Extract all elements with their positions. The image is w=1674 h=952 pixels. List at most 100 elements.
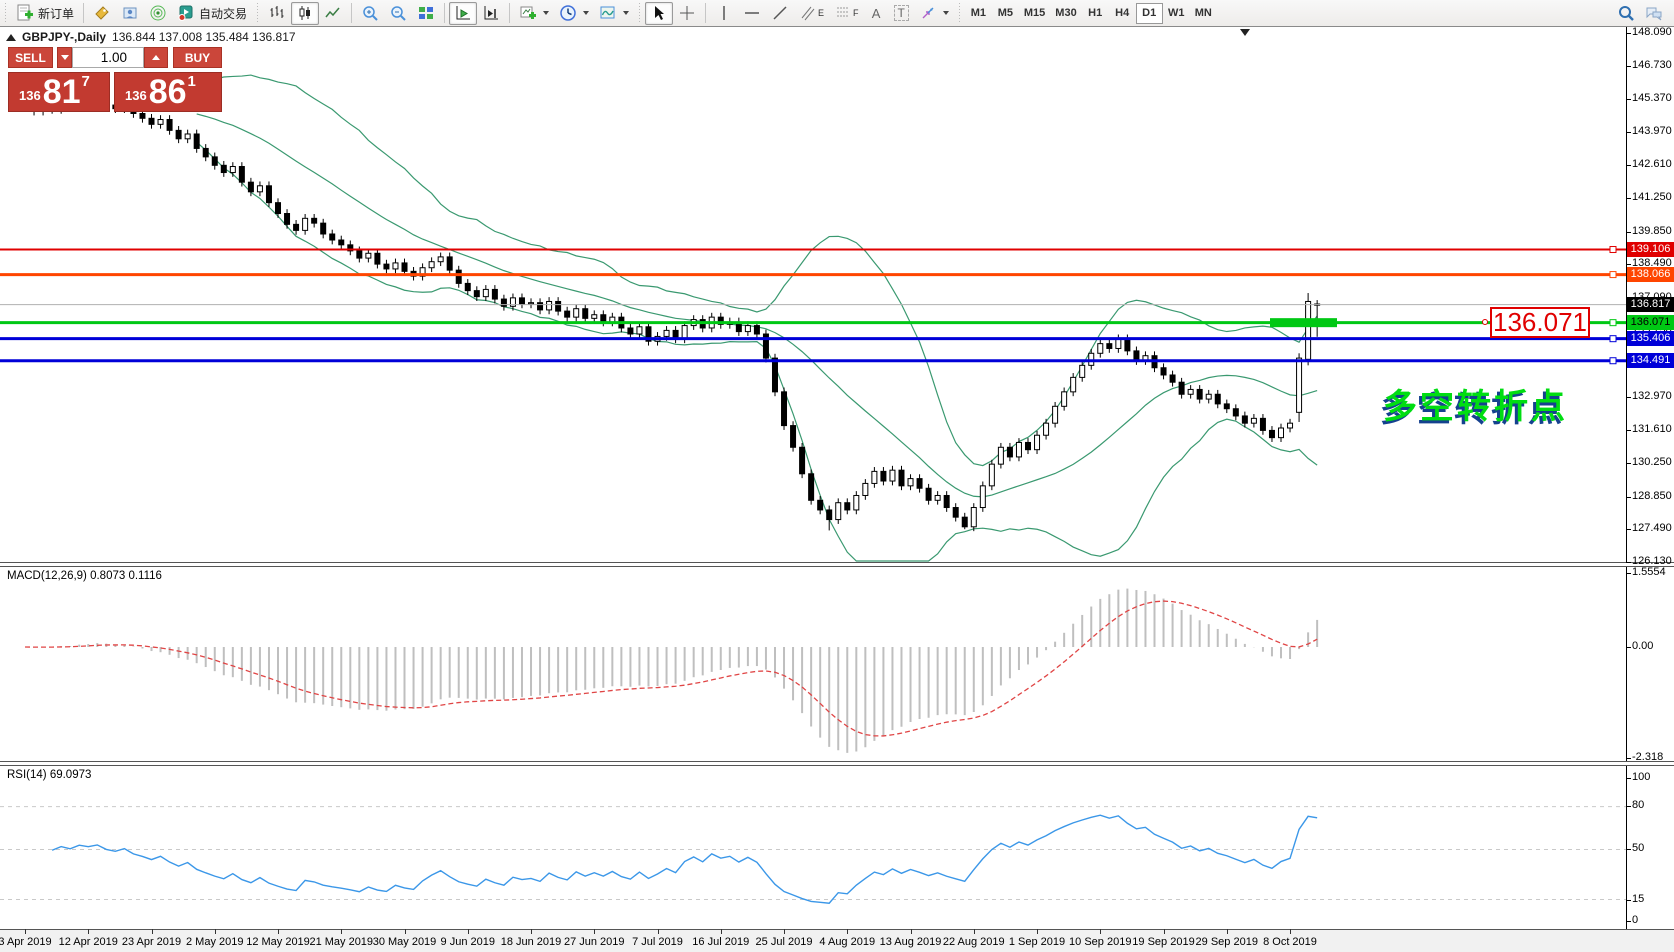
timeframe-button-m1[interactable]: M1 xyxy=(970,7,987,19)
date-tick-mark xyxy=(341,929,343,934)
tile-windows-button[interactable] xyxy=(412,2,440,25)
market-watch-button[interactable] xyxy=(88,2,116,25)
date-tick-mark xyxy=(910,929,912,934)
candles-chart-icon xyxy=(299,6,311,20)
rsi-scale-label: 80 xyxy=(1632,799,1645,811)
buy-price-panel[interactable]: 136 86 1 xyxy=(114,72,222,112)
date-tick-mark xyxy=(151,929,153,934)
new-order-button[interactable]: 新订单 xyxy=(11,2,79,25)
vertical-line-button[interactable] xyxy=(710,2,738,25)
data-window-button[interactable] xyxy=(116,2,144,25)
date-tick-label: 22 Aug 2019 xyxy=(942,936,1005,948)
search-button[interactable] xyxy=(1612,2,1640,25)
toolbar-grip[interactable] xyxy=(637,3,643,23)
date-tick-label: 21 May 2019 xyxy=(309,936,374,948)
date-tick-label: 18 Jun 2019 xyxy=(500,936,562,948)
date-tick-label: 13 Aug 2019 xyxy=(879,936,942,948)
fibonacci-button[interactable]: F xyxy=(829,2,864,25)
rsi-pane-splitter[interactable] xyxy=(0,761,1674,766)
date-tick-label: 30 May 2019 xyxy=(372,936,437,948)
volume-increase-button[interactable] xyxy=(144,47,168,68)
dropdown-caret-icon xyxy=(543,11,550,15)
cursor-button[interactable] xyxy=(645,1,674,25)
buy-button[interactable]: BUY xyxy=(173,47,222,68)
macd-scale-label: -2.318 xyxy=(1632,751,1664,763)
channel-button[interactable]: E xyxy=(794,2,829,25)
timeframe-button-h4[interactable]: H4 xyxy=(1115,7,1130,19)
price-tick-label: 138.490 xyxy=(1632,257,1672,270)
timeframe-button-m15[interactable]: M15 xyxy=(1023,7,1046,19)
label-tool-glyph: T xyxy=(893,5,909,21)
volume-decrease-button[interactable] xyxy=(57,47,72,68)
rsi-scale-label: 15 xyxy=(1632,893,1645,905)
horizontal-level-lines[interactable] xyxy=(0,246,1626,365)
auto-scroll-button[interactable] xyxy=(449,1,478,25)
horizontal-line-icon xyxy=(745,12,760,14)
date-tick-mark xyxy=(1226,929,1228,934)
templates-button[interactable] xyxy=(594,2,634,25)
toolbar-grip[interactable] xyxy=(255,3,261,23)
text-button[interactable]: A xyxy=(864,2,889,25)
line-chart-button[interactable] xyxy=(319,2,347,25)
toolbar-grip[interactable] xyxy=(3,3,8,23)
sell-button[interactable]: SELL xyxy=(8,47,53,68)
timeframe-button-d1[interactable]: D1 xyxy=(1135,2,1163,24)
timeframe-button-m5[interactable]: M5 xyxy=(997,7,1014,19)
axis-tick-mark xyxy=(1626,562,1631,564)
candles-chart-button[interactable] xyxy=(291,1,320,25)
price-callout-box[interactable]: 136.071 xyxy=(1490,307,1590,338)
zoom-in-button[interactable] xyxy=(356,2,384,25)
date-tick-label: 23 Apr 2019 xyxy=(121,936,182,948)
new-chart-button[interactable] xyxy=(514,2,554,25)
autotrading-label: 自动交易 xyxy=(199,6,248,21)
date-tick-mark xyxy=(25,929,26,934)
volume-input[interactable]: 1.00 xyxy=(72,47,144,68)
timeframe-button-m30[interactable]: M30 xyxy=(1055,7,1077,19)
macd-indicator-label: MACD(12,26,9) 0.8073 0.1116 xyxy=(7,570,162,582)
timeframe-button-h1[interactable]: H1 xyxy=(1088,7,1103,19)
callout-anchor-icon[interactable] xyxy=(1482,319,1488,325)
zoom-out-icon xyxy=(391,6,406,21)
date-tick-mark xyxy=(720,929,722,934)
macd-pane-splitter[interactable] xyxy=(0,562,1674,567)
autotrading-button[interactable]: 自动交易 xyxy=(172,2,252,25)
crosshair-button[interactable] xyxy=(673,2,701,25)
signals-button[interactable] xyxy=(144,2,172,25)
objects-arrows-icon xyxy=(922,7,934,19)
objects-button[interactable] xyxy=(914,2,954,25)
chart-shift-marker-icon[interactable] xyxy=(1240,29,1250,36)
date-tick-label: 9 Jun 2019 xyxy=(440,936,495,948)
zoom-out-button[interactable] xyxy=(384,2,412,25)
tile-windows-icon xyxy=(419,7,434,19)
horizontal-line-button[interactable] xyxy=(738,2,766,25)
symbol-collapse-icon[interactable] xyxy=(6,33,16,41)
sell-price-panel[interactable]: 136 81 7 xyxy=(8,72,110,112)
axis-tick-mark xyxy=(1626,397,1631,399)
date-tick-mark xyxy=(847,929,849,934)
date-tick-mark xyxy=(531,929,532,934)
axis-tick-mark xyxy=(1626,806,1631,807)
bars-chart-button[interactable] xyxy=(263,2,291,25)
toolbar-grip[interactable] xyxy=(956,3,962,23)
label-button[interactable]: T xyxy=(889,2,914,25)
price-tick-label: 126.130 xyxy=(1632,555,1672,568)
price-axis-border xyxy=(1626,27,1627,930)
buy-price-prefix: 136 xyxy=(125,88,147,103)
chart-shift-button[interactable] xyxy=(477,2,505,25)
period-button[interactable] xyxy=(554,2,594,25)
rsi-pane xyxy=(0,806,1626,904)
price-tick-label: 139.850 xyxy=(1632,224,1672,237)
chart-annotation-text[interactable]: 多空转折点 xyxy=(1383,388,1568,426)
date-axis[interactable] xyxy=(0,930,1674,952)
equidistant-channel-icon xyxy=(801,6,815,21)
trendline-button[interactable] xyxy=(766,2,794,25)
axis-tick-mark xyxy=(1626,132,1631,134)
timeframe-button-mn[interactable]: MN xyxy=(1194,7,1212,19)
timeframe-button-w1[interactable]: W1 xyxy=(1167,7,1185,19)
chat-button[interactable] xyxy=(1640,2,1668,25)
crosshair-icon xyxy=(680,6,695,20)
dropdown-caret-icon xyxy=(623,11,630,15)
auto-scroll-icon xyxy=(456,6,471,20)
